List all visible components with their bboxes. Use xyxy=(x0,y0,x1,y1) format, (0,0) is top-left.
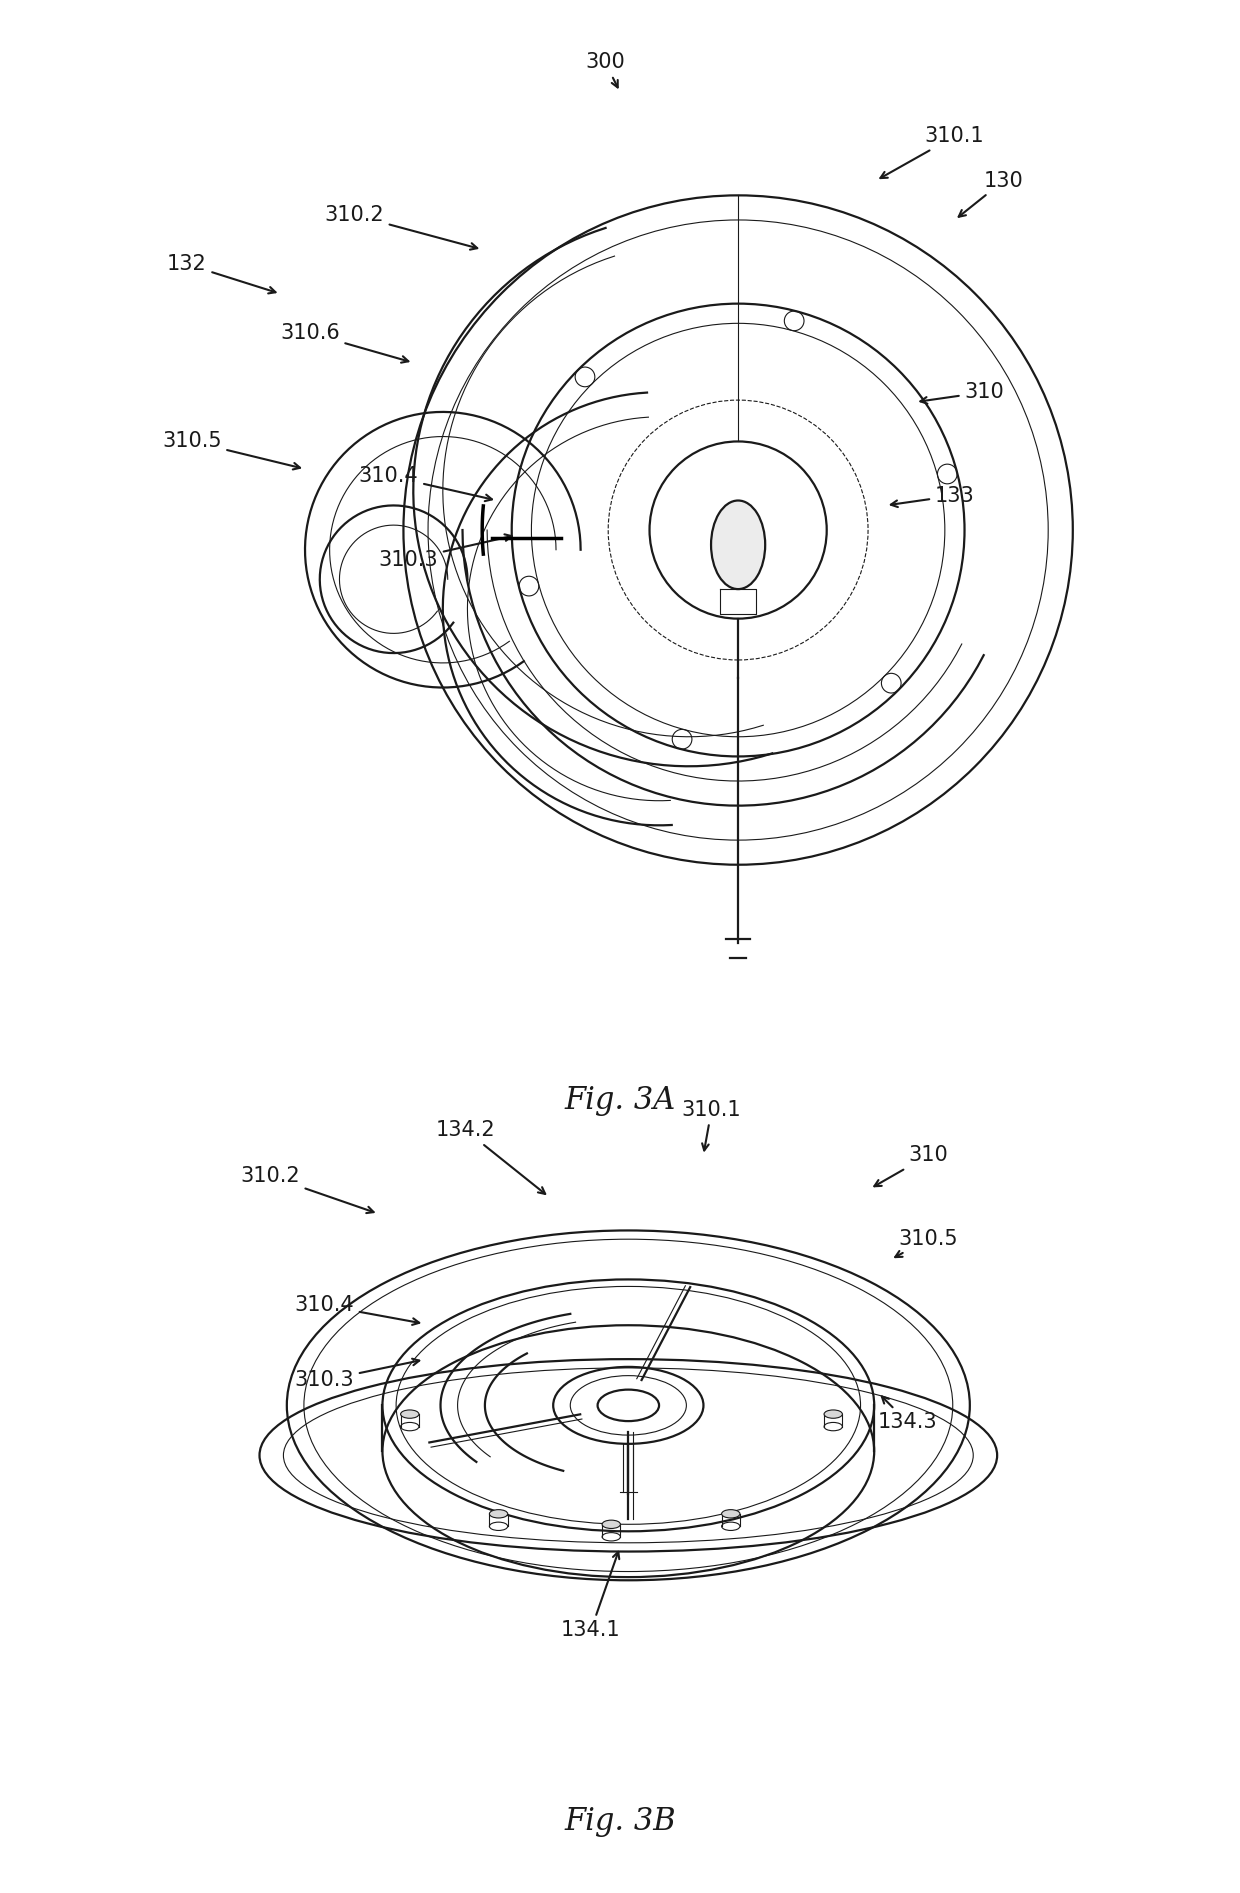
Text: 310.1: 310.1 xyxy=(682,1100,742,1151)
Text: 130: 130 xyxy=(959,170,1024,218)
Ellipse shape xyxy=(825,1410,842,1418)
Text: 310.3: 310.3 xyxy=(378,534,512,570)
Text: Fig. 3A: Fig. 3A xyxy=(564,1085,676,1117)
Text: 310.2: 310.2 xyxy=(241,1166,373,1213)
Text: 310.4: 310.4 xyxy=(358,466,492,502)
Text: 310: 310 xyxy=(874,1145,949,1187)
Text: 310.1: 310.1 xyxy=(880,127,985,178)
Ellipse shape xyxy=(490,1509,507,1518)
Text: 310.4: 310.4 xyxy=(295,1295,419,1325)
Text: 134.1: 134.1 xyxy=(560,1552,621,1639)
Ellipse shape xyxy=(711,500,765,589)
Text: Fig. 3B: Fig. 3B xyxy=(564,1806,676,1838)
Ellipse shape xyxy=(401,1410,419,1418)
Ellipse shape xyxy=(722,1509,740,1518)
Text: 310: 310 xyxy=(920,382,1004,403)
Ellipse shape xyxy=(603,1520,620,1528)
Text: 310.5: 310.5 xyxy=(895,1229,959,1257)
Text: 134.3: 134.3 xyxy=(878,1397,937,1431)
Text: 310.5: 310.5 xyxy=(162,432,300,469)
Text: 310.2: 310.2 xyxy=(325,204,477,250)
Text: 310.3: 310.3 xyxy=(295,1359,419,1389)
Text: 133: 133 xyxy=(890,487,975,507)
Text: 300: 300 xyxy=(585,53,625,87)
Text: 132: 132 xyxy=(167,254,275,293)
Text: 310.6: 310.6 xyxy=(280,324,408,363)
Text: 134.2: 134.2 xyxy=(436,1121,546,1194)
